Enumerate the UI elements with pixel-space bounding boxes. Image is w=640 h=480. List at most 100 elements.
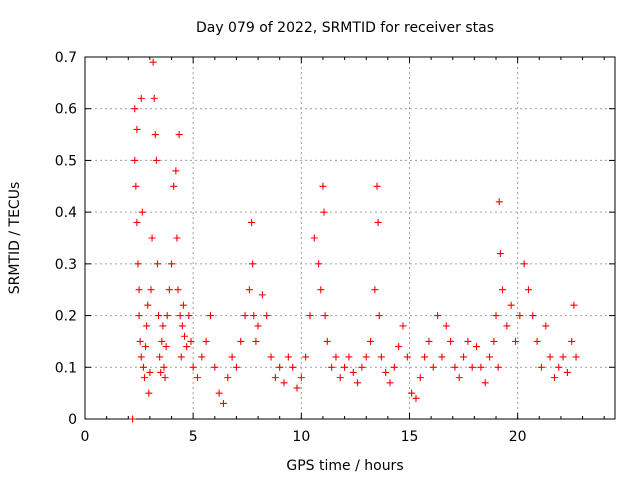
data-point: [280, 379, 288, 387]
x-tick-label: 5: [189, 429, 198, 445]
data-point: [447, 337, 455, 345]
grid-layer: [85, 57, 615, 419]
data-point: [215, 389, 223, 397]
tick-layer: 0 0.1 0.2 0.3 0.4 0.5 0.6 0.7 0 5 10 15 20: [55, 50, 615, 445]
data-point: [137, 94, 145, 102]
data-point: [377, 353, 385, 361]
y-tick-label: 0.7: [55, 50, 77, 66]
data-point: [336, 374, 344, 382]
data-point: [137, 353, 145, 361]
data-point: [163, 312, 171, 320]
data-point: [317, 286, 325, 294]
data-point: [371, 286, 379, 294]
data-point: [172, 167, 180, 175]
data-point: [179, 301, 187, 309]
data-point: [185, 312, 193, 320]
y-tick-label: 0.1: [55, 360, 77, 376]
data-point: [156, 353, 164, 361]
data-point: [249, 260, 257, 268]
data-point: [252, 337, 260, 345]
data-point: [161, 374, 169, 382]
data-point: [146, 368, 154, 376]
data-point: [438, 353, 446, 361]
data-point: [284, 353, 292, 361]
data-point: [173, 234, 181, 242]
data-point: [250, 312, 258, 320]
data-point: [183, 343, 191, 351]
data-point: [143, 322, 151, 330]
data-point: [135, 312, 143, 320]
chart-title: Day 079 of 2022, SRMTID for receiver sta…: [196, 20, 494, 36]
y-tick-label: 0.5: [55, 153, 77, 169]
data-points: [129, 58, 580, 423]
data-point: [434, 312, 442, 320]
data-point: [546, 353, 554, 361]
data-point: [138, 208, 146, 216]
data-point: [533, 337, 541, 345]
data-point: [537, 363, 545, 371]
data-point: [354, 379, 362, 387]
data-point: [302, 353, 310, 361]
data-point: [289, 363, 297, 371]
data-point: [490, 337, 498, 345]
data-point: [499, 286, 507, 294]
data-point: [241, 312, 249, 320]
data-point: [412, 394, 420, 402]
data-point: [403, 353, 411, 361]
data-point: [399, 322, 407, 330]
data-point: [524, 286, 532, 294]
data-point: [254, 322, 262, 330]
data-point: [237, 337, 245, 345]
data-point: [153, 260, 161, 268]
data-point: [151, 131, 159, 139]
data-point: [367, 337, 375, 345]
data-point: [321, 312, 329, 320]
data-point: [160, 363, 168, 371]
data-point: [168, 260, 176, 268]
data-point: [496, 250, 504, 258]
data-point: [145, 389, 153, 397]
data-point: [139, 363, 147, 371]
data-point: [142, 343, 150, 351]
data-point: [425, 337, 433, 345]
data-point: [132, 182, 140, 190]
data-point: [492, 312, 500, 320]
data-point: [373, 182, 381, 190]
x-tick-label: 15: [401, 429, 419, 445]
data-point: [332, 353, 340, 361]
data-point: [416, 374, 424, 382]
data-point: [341, 363, 349, 371]
data-point: [276, 363, 284, 371]
data-point: [177, 353, 185, 361]
data-point: [211, 363, 219, 371]
data-point: [460, 353, 468, 361]
y-tick-label: 0: [68, 412, 77, 428]
data-point: [155, 312, 163, 320]
data-point: [511, 337, 519, 345]
data-point: [319, 182, 327, 190]
data-point: [349, 368, 357, 376]
data-point: [374, 218, 382, 226]
data-point: [174, 286, 182, 294]
data-point: [477, 363, 485, 371]
y-tick-label: 0.2: [55, 309, 77, 325]
data-point: [542, 322, 550, 330]
data-point: [271, 374, 279, 382]
x-axis-label: GPS time / hours: [286, 458, 403, 474]
data-point: [306, 312, 314, 320]
data-point: [147, 286, 155, 294]
data-point: [550, 374, 558, 382]
data-point: [263, 312, 271, 320]
data-point: [258, 291, 266, 299]
data-point: [248, 218, 256, 226]
data-point: [293, 384, 301, 392]
data-point: [495, 198, 503, 206]
data-point: [176, 312, 184, 320]
data-point: [486, 353, 494, 361]
x-tick-label: 10: [292, 429, 310, 445]
y-tick-label: 0.6: [55, 102, 77, 118]
data-point: [362, 353, 370, 361]
data-point: [134, 260, 142, 268]
data-point: [390, 363, 398, 371]
